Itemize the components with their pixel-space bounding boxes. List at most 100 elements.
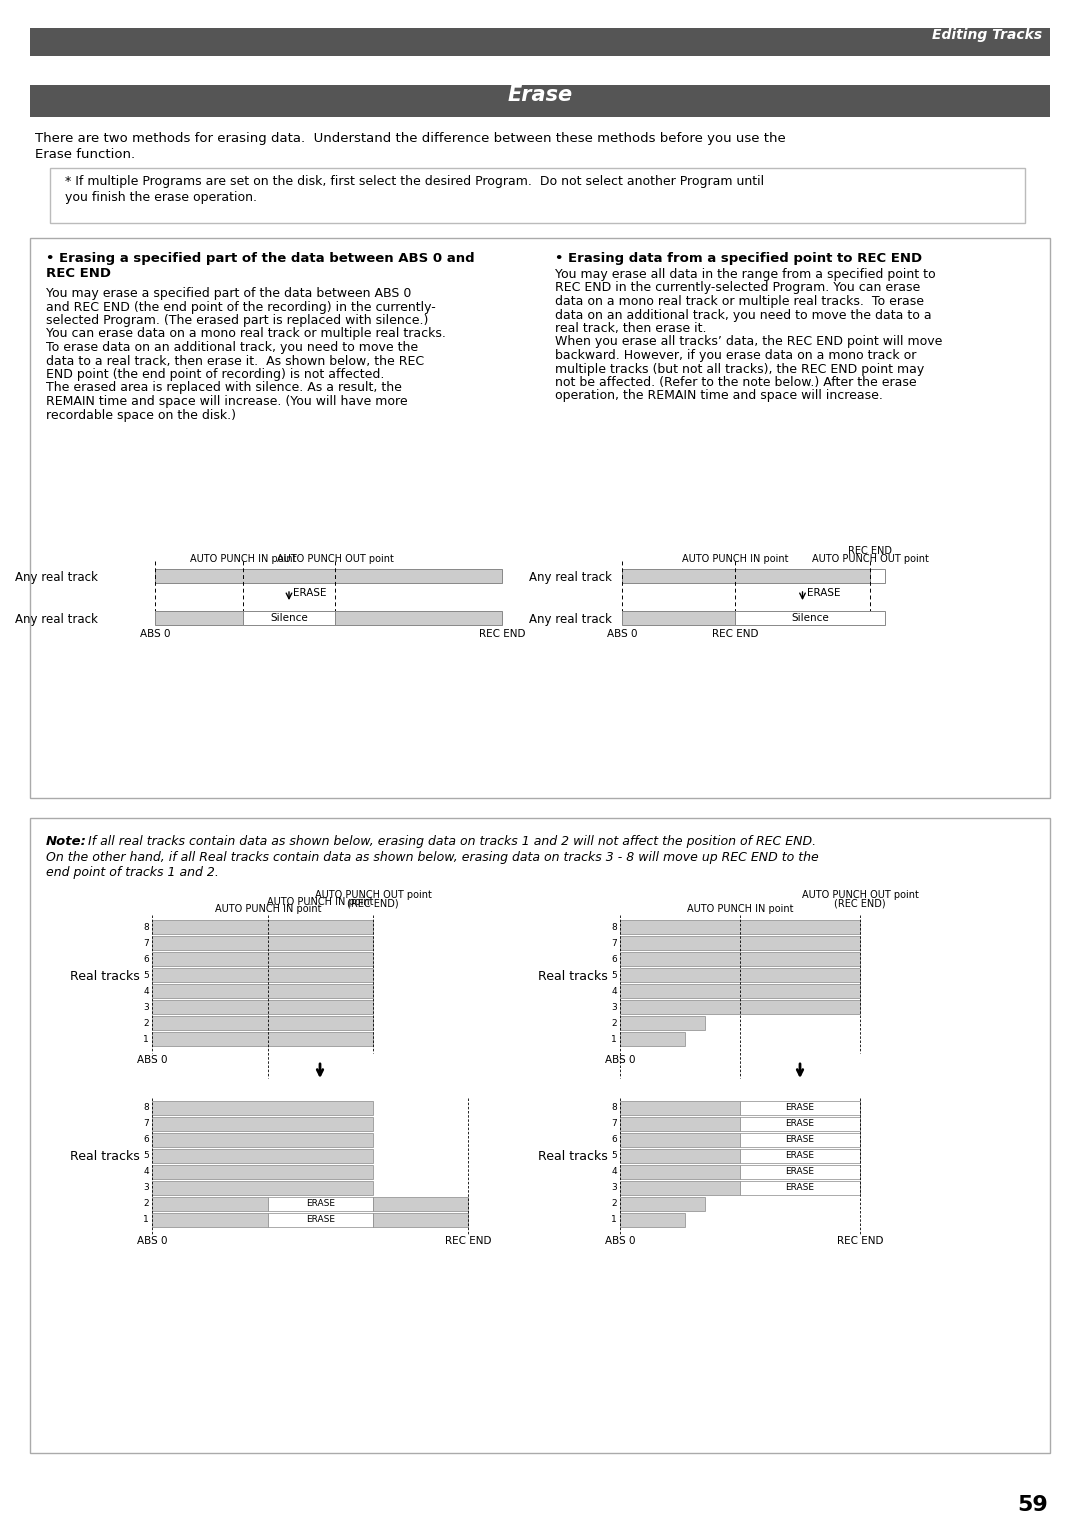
Bar [373, 1196, 468, 1212]
Text: 6: 6 [611, 1135, 617, 1144]
Text: (REC END): (REC END) [834, 898, 886, 908]
Text: backward. However, if you erase data on a mono track or: backward. However, if you erase data on … [555, 348, 916, 362]
Text: 4: 4 [611, 987, 617, 996]
Text: AUTO PUNCH OUT point: AUTO PUNCH OUT point [276, 555, 393, 564]
Bar [735, 611, 885, 625]
Bar [620, 1164, 740, 1180]
Text: 6: 6 [144, 955, 149, 964]
Text: AUTO PUNCH IN point: AUTO PUNCH IN point [190, 555, 296, 564]
Text: REC END: REC END [445, 1236, 491, 1245]
Text: you finish the erase operation.: you finish the erase operation. [65, 191, 257, 205]
Bar [740, 1164, 860, 1180]
Text: Erase: Erase [508, 86, 572, 105]
Text: Any real track: Any real track [15, 570, 98, 584]
Text: real track, then erase it.: real track, then erase it. [555, 322, 706, 335]
Text: ERASE: ERASE [293, 588, 326, 597]
Text: To erase data on an additional track, you need to move the: To erase data on an additional track, yo… [46, 341, 418, 354]
Bar [152, 999, 373, 1015]
Bar [870, 568, 885, 584]
Text: data to a real track, then erase it.  As shown below, the REC: data to a real track, then erase it. As … [46, 354, 424, 368]
Text: ERASE: ERASE [306, 1199, 335, 1209]
Text: 7: 7 [611, 1120, 617, 1129]
Text: 1: 1 [611, 1215, 617, 1224]
Bar [156, 611, 243, 625]
Bar [156, 568, 502, 584]
Text: 4: 4 [144, 1167, 149, 1177]
Text: ABS 0: ABS 0 [137, 1236, 167, 1245]
Bar [152, 969, 373, 983]
Text: Any real track: Any real track [15, 613, 98, 625]
Text: 6: 6 [611, 955, 617, 964]
Text: 5: 5 [611, 1152, 617, 1160]
Bar [335, 611, 502, 625]
Bar [620, 1117, 740, 1131]
Text: 3: 3 [611, 1002, 617, 1012]
Text: AUTO PUNCH OUT point: AUTO PUNCH OUT point [811, 555, 929, 564]
Bar [152, 1164, 373, 1180]
Text: Real tracks: Real tracks [538, 969, 608, 983]
Text: ABS 0: ABS 0 [605, 1054, 635, 1065]
Bar [620, 1031, 685, 1047]
Text: AUTO PUNCH IN point: AUTO PUNCH IN point [267, 897, 374, 908]
Bar [152, 952, 373, 966]
Text: Silence: Silence [270, 613, 308, 623]
Text: ERASE: ERASE [306, 1215, 335, 1224]
Bar [740, 1102, 860, 1115]
Bar [30, 238, 1050, 798]
Text: operation, the REMAIN time and space will increase.: operation, the REMAIN time and space wil… [555, 390, 882, 402]
Bar [620, 1196, 705, 1212]
Text: 7: 7 [144, 938, 149, 947]
Text: Note:: Note: [46, 834, 86, 848]
Text: 3: 3 [611, 1184, 617, 1192]
Bar [152, 1117, 373, 1131]
Text: 1: 1 [611, 1034, 617, 1044]
Text: * If multiple Programs are set on the disk, first select the desired Program.  D: * If multiple Programs are set on the di… [65, 176, 765, 188]
Text: 7: 7 [611, 938, 617, 947]
Text: REC END: REC END [46, 267, 111, 280]
Text: (REC END): (REC END) [347, 898, 399, 908]
Bar [152, 1181, 373, 1195]
Text: There are two methods for erasing data.  Understand the difference between these: There are two methods for erasing data. … [35, 131, 786, 145]
Text: REC END: REC END [478, 630, 525, 639]
Text: 3: 3 [144, 1184, 149, 1192]
Text: Real tracks: Real tracks [538, 1151, 608, 1163]
Text: not be affected. (Refer to the note below.) After the erase: not be affected. (Refer to the note belo… [555, 376, 917, 390]
Text: 4: 4 [611, 1167, 617, 1177]
Text: ERASE: ERASE [785, 1184, 814, 1192]
Text: 6: 6 [144, 1135, 149, 1144]
Text: ABS 0: ABS 0 [605, 1236, 635, 1245]
Text: Erase function.: Erase function. [35, 148, 135, 160]
Text: 4: 4 [144, 987, 149, 996]
Text: 2: 2 [144, 1019, 149, 1027]
Text: 3: 3 [144, 1002, 149, 1012]
Text: and REC END (the end point of the recording) in the currently-: and REC END (the end point of the record… [46, 301, 435, 313]
Text: Any real track: Any real track [529, 570, 612, 584]
Text: Any real track: Any real track [529, 613, 612, 625]
Text: You may erase a specified part of the data between ABS 0: You may erase a specified part of the da… [46, 287, 411, 299]
Text: Real tracks: Real tracks [70, 1151, 140, 1163]
Text: ERASE: ERASE [807, 588, 840, 597]
Text: data on an additional track, you need to move the data to a: data on an additional track, you need to… [555, 309, 932, 321]
Text: You can erase data on a mono real track or multiple real tracks.: You can erase data on a mono real track … [46, 327, 446, 341]
Bar [373, 1213, 468, 1227]
Text: • Erasing a specified part of the data between ABS 0 and: • Erasing a specified part of the data b… [46, 252, 474, 264]
Bar [740, 1149, 860, 1163]
Text: recordable space on the disk.): recordable space on the disk.) [46, 408, 237, 422]
Text: • Erasing data from a specified point to REC END: • Erasing data from a specified point to… [555, 252, 922, 264]
Text: 59: 59 [1017, 1494, 1048, 1514]
Bar [152, 1031, 373, 1047]
Bar [152, 920, 373, 934]
Bar [30, 817, 1050, 1453]
Bar [152, 937, 373, 950]
Bar [740, 1181, 860, 1195]
Bar [620, 969, 860, 983]
Text: On the other hand, if all Real tracks contain data as shown below, erasing data : On the other hand, if all Real tracks co… [46, 851, 819, 863]
Bar [620, 1102, 740, 1115]
Text: If all real tracks contain data as shown below, erasing data on tracks 1 and 2 w: If all real tracks contain data as shown… [87, 834, 816, 848]
Bar [620, 952, 860, 966]
Text: 8: 8 [144, 1103, 149, 1112]
Text: 5: 5 [144, 970, 149, 979]
Bar [152, 1196, 268, 1212]
Text: When you erase all tracks’ data, the REC END point will move: When you erase all tracks’ data, the REC… [555, 336, 943, 348]
Text: Silence: Silence [792, 613, 828, 623]
